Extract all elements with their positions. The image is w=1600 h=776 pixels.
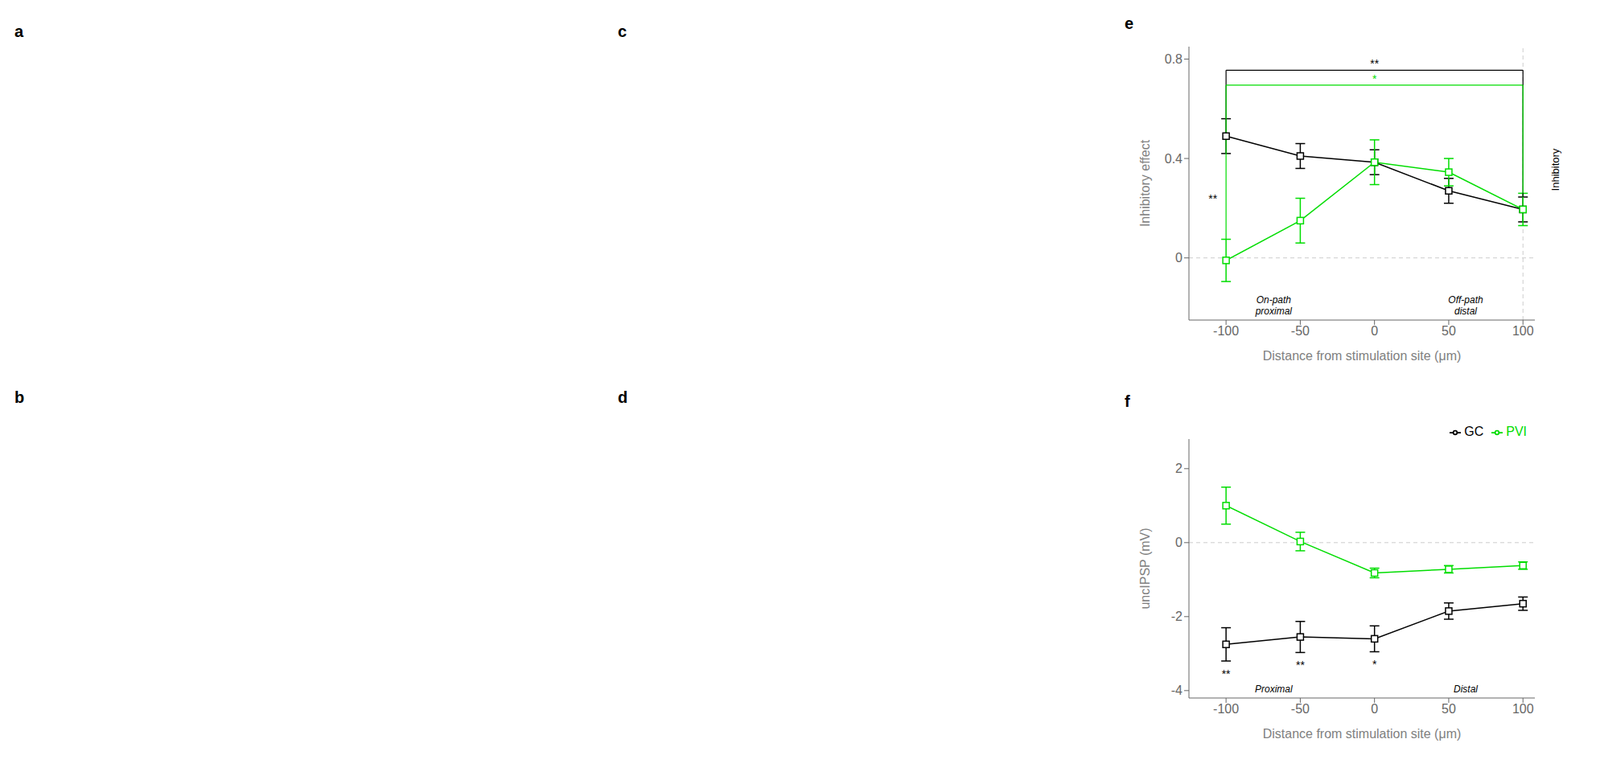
svg-text:-100: -100	[1213, 702, 1239, 716]
html-text:GC: GC	[1464, 424, 1484, 439]
svg-text:100: 100	[1512, 324, 1535, 338]
svg-text:-100: -100	[1213, 324, 1239, 338]
html-text:distal: distal	[1454, 305, 1477, 317]
svg-text:**: **	[1208, 192, 1218, 206]
html-text:a: a	[14, 22, 24, 41]
svg-text:0.4: 0.4	[1164, 152, 1183, 166]
svg-text:*: *	[1372, 658, 1378, 671]
svg-text:0: 0	[1370, 702, 1378, 716]
svg-text:50: 50	[1441, 324, 1457, 338]
svg-text:2: 2	[1175, 461, 1183, 476]
svg-text:**: **	[1295, 658, 1305, 672]
svg-text:0: 0	[1370, 324, 1378, 338]
svg-text:-4: -4	[1171, 683, 1183, 698]
svg-text:**: **	[1369, 57, 1379, 70]
svg-text:Distance from stimulation site: Distance from stimulation site (μm)	[1262, 727, 1462, 741]
svg-text:50: 50	[1441, 702, 1457, 716]
html-text:e: e	[1124, 14, 1134, 33]
html-text:proximal: proximal	[1255, 305, 1292, 317]
svg-text:*: *	[1372, 72, 1378, 86]
html-text:PVI: PVI	[1506, 424, 1527, 439]
html-text:Off-path: Off-path	[1448, 294, 1484, 306]
html-text:Inhibitory: Inhibitory	[1548, 148, 1561, 191]
svg-text:**: **	[1221, 667, 1231, 681]
html-text:b: b	[14, 388, 25, 407]
html-text:f: f	[1124, 392, 1130, 411]
svg-text:Distance from stimulation site: Distance from stimulation site (μm)	[1262, 349, 1462, 363]
svg-text:-2: -2	[1171, 609, 1183, 624]
html-text:d: d	[617, 388, 628, 407]
html-text:Proximal: Proximal	[1254, 683, 1293, 696]
svg-text:-50: -50	[1291, 324, 1310, 338]
svg-text:uncIPSP (mV): uncIPSP (mV)	[1138, 527, 1152, 609]
html-text:On-path: On-path	[1256, 294, 1292, 306]
svg-text:Inhibitory effect: Inhibitory effect	[1138, 139, 1152, 227]
svg-text:0: 0	[1175, 535, 1183, 550]
svg-text:0.8: 0.8	[1164, 52, 1183, 66]
html-text:c: c	[617, 22, 627, 41]
html-text:Distal: Distal	[1453, 683, 1478, 696]
svg-text:0: 0	[1175, 250, 1183, 265]
svg-text:-50: -50	[1291, 702, 1310, 716]
svg-text:100: 100	[1512, 702, 1535, 716]
